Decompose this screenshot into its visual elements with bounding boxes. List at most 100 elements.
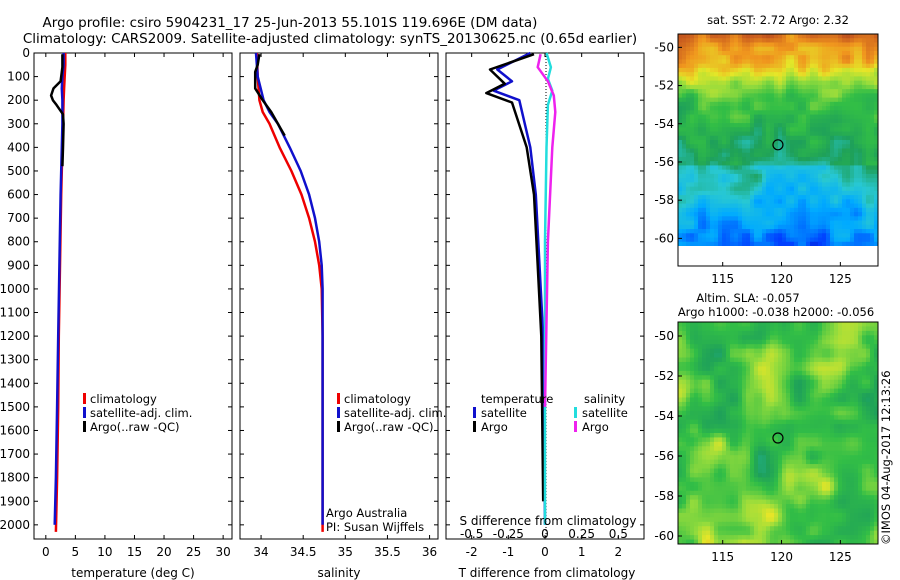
heatmap-cell <box>786 233 791 238</box>
heatmap-cell <box>834 446 839 452</box>
heatmap-cell <box>830 63 835 69</box>
heatmap-cell <box>802 241 807 247</box>
heatmap-cell <box>738 344 743 350</box>
heatmap-cell <box>830 212 835 217</box>
heatmap-cell <box>706 46 711 52</box>
heatmap-cell <box>706 384 711 389</box>
heatmap-cell <box>858 216 863 221</box>
heatmap-cell <box>830 76 835 82</box>
heatmap-cell <box>678 190 683 196</box>
heatmap-cell <box>802 330 807 336</box>
heatmap-cell <box>714 366 719 372</box>
annotation-pi: PI: Susan Wijffels <box>326 520 424 534</box>
heatmap-cell <box>874 127 879 132</box>
heatmap-cell <box>694 393 699 398</box>
heatmap-cell <box>870 50 875 56</box>
heatmap-cell <box>746 182 751 188</box>
heatmap-cell <box>730 114 735 120</box>
heatmap-cell <box>726 410 731 416</box>
heatmap-cell <box>806 63 811 69</box>
heatmap-cell <box>806 468 811 474</box>
heatmap-cell <box>734 499 739 505</box>
heatmap-cell <box>814 46 819 52</box>
heatmap-cell <box>754 348 759 354</box>
heatmap-cell <box>754 393 759 398</box>
heatmap-cell <box>778 38 783 43</box>
heatmap-cell <box>846 67 851 73</box>
heatmap-cell <box>846 437 851 443</box>
heatmap-cell <box>818 353 823 358</box>
heatmap-cell <box>854 182 859 188</box>
heatmap-cell <box>798 220 803 226</box>
heatmap-cell <box>854 97 859 103</box>
heatmap-cell <box>782 76 787 82</box>
heatmap-cell <box>750 339 755 345</box>
heatmap-cell <box>770 42 775 48</box>
heatmap-cell <box>678 84 683 90</box>
heatmap-cell <box>794 406 799 412</box>
heatmap-cell <box>790 504 795 509</box>
heatmap-cell <box>734 370 739 376</box>
heatmap-cell <box>710 424 715 429</box>
heatmap-cell <box>866 406 871 412</box>
heatmap-cell <box>858 229 863 234</box>
heatmap-cell <box>790 42 795 48</box>
heatmap-cell <box>814 508 819 514</box>
heatmap-cell <box>858 361 863 367</box>
heatmap-cell <box>854 148 859 154</box>
heatmap-cell <box>838 161 843 166</box>
heatmap-cell <box>738 384 743 389</box>
heatmap-cell <box>850 344 855 350</box>
heatmap-cell <box>798 80 803 86</box>
heatmap-cell <box>710 428 715 434</box>
heatmap-cell <box>818 178 823 183</box>
heatmap-cell <box>702 152 707 158</box>
heatmap-cell <box>686 186 691 192</box>
heatmap-cell <box>726 322 731 327</box>
heatmap-cell <box>786 450 791 456</box>
heatmap-cell <box>870 335 875 341</box>
heatmap-cell <box>810 375 815 381</box>
heatmap-cell <box>694 50 699 56</box>
heatmap-cell <box>834 212 839 217</box>
heatmap-cell <box>706 437 711 443</box>
heatmap-cell <box>722 495 727 500</box>
heatmap-cell <box>710 241 715 247</box>
heatmap-cell <box>750 80 755 86</box>
heatmap-cell <box>702 123 707 128</box>
heatmap-cell <box>790 152 795 158</box>
heatmap-cell <box>678 50 683 56</box>
heatmap-cell <box>730 42 735 48</box>
heatmap-cell <box>866 486 871 492</box>
heatmap-cell <box>826 186 831 192</box>
heatmap-cell <box>742 46 747 52</box>
heatmap-cell <box>822 353 827 358</box>
difference-legend: temperature satellite Argo salinity sate… <box>473 392 628 434</box>
heatmap-cell <box>870 459 875 465</box>
heatmap-cell <box>794 477 799 483</box>
heatmap-cell <box>698 437 703 443</box>
heatmap-cell <box>850 424 855 429</box>
heatmap-cell <box>774 50 779 56</box>
heatmap-cell <box>718 357 723 363</box>
heatmap-cell <box>846 464 851 469</box>
heatmap-cell <box>838 80 843 86</box>
heatmap-cell <box>690 401 695 407</box>
heatmap-cell <box>830 93 835 98</box>
heatmap-cell <box>818 173 823 179</box>
heatmap-cell <box>690 384 695 389</box>
heatmap-cell <box>690 67 695 73</box>
heatmap-cell <box>766 50 771 56</box>
heatmap-cell <box>690 512 695 518</box>
heatmap-cell <box>846 148 851 154</box>
heatmap-cell <box>806 93 811 98</box>
heatmap-cell <box>730 220 735 226</box>
heatmap-cell <box>754 441 759 447</box>
heatmap-cell <box>802 80 807 86</box>
heatmap-cell <box>706 178 711 183</box>
heatmap-cell <box>698 89 703 94</box>
heatmap-cell <box>774 152 779 158</box>
heatmap-cell <box>862 220 867 226</box>
heatmap-cell <box>846 419 851 425</box>
heatmap-cell <box>774 182 779 188</box>
